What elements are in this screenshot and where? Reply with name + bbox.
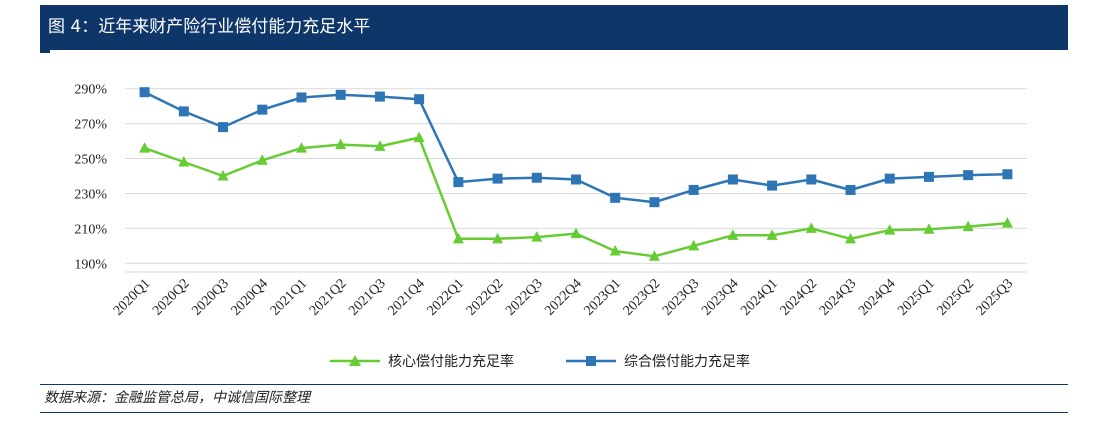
x-tick-label: 2020Q1 <box>111 276 154 319</box>
triangle-marker <box>648 250 660 261</box>
legend-item-comprehensive: 综合偿付能力充足率 <box>566 351 750 371</box>
square-marker <box>335 89 346 100</box>
x-tick-label: 2022Q1 <box>425 276 468 319</box>
x-tick-label: 2021Q3 <box>346 276 389 319</box>
square-marker <box>531 172 542 183</box>
square-marker <box>806 174 817 185</box>
square-marker <box>139 87 150 98</box>
y-tick-label: 230% <box>74 187 107 202</box>
square-marker <box>296 92 307 103</box>
y-tick-label: 270% <box>74 118 107 133</box>
series-line-1 <box>144 136 1008 258</box>
x-tick-label: 2020Q4 <box>229 276 272 319</box>
x-tick-label: 2021Q2 <box>307 276 350 319</box>
triangle-marker <box>688 239 700 251</box>
square-marker <box>963 170 974 181</box>
y-tick-label: 290% <box>74 83 107 98</box>
square-marker <box>414 94 425 105</box>
triangle-marker-icon <box>330 355 380 366</box>
square-marker <box>492 173 503 184</box>
series-line-2 <box>144 91 1008 204</box>
triangle-marker <box>452 232 464 244</box>
triangle-marker <box>727 229 739 240</box>
title-bar: 图 4：近年来财产险行业偿付能力充足水平 <box>40 5 1068 50</box>
triangle-marker <box>413 131 425 143</box>
divider-bottom <box>40 412 1068 413</box>
square-marker <box>688 184 699 195</box>
square-marker-icon <box>566 356 616 366</box>
triangle-marker <box>295 142 307 153</box>
square-marker <box>218 122 229 133</box>
y-tick-label: 210% <box>74 222 107 237</box>
square-marker <box>884 173 895 184</box>
legend-label-core: 核心偿付能力充足率 <box>388 354 514 370</box>
y-tick-label: 250% <box>74 153 107 168</box>
square-marker <box>257 104 268 115</box>
square-marker <box>845 184 856 195</box>
triangle-marker <box>531 231 543 242</box>
source-note: 数据来源：金融监管总局，中诚信国际整理 <box>44 390 310 406</box>
x-tick-label: 2022Q2 <box>464 276 507 319</box>
divider-top <box>40 384 1068 385</box>
x-tick-label: 2025Q2 <box>934 276 977 319</box>
square-marker <box>374 91 385 102</box>
square-marker <box>571 174 581 185</box>
triangle-marker <box>256 154 268 165</box>
x-tick-label: 2024Q2 <box>778 276 821 319</box>
legend-item-core: 核心偿付能力充足率 <box>330 351 514 371</box>
triangle-marker <box>923 223 935 234</box>
figure-title: 图 4：近年来财产险行业偿付能力充足水平 <box>48 17 371 37</box>
y-tick-label: 190% <box>74 257 107 272</box>
square-marker <box>178 106 189 117</box>
x-tick-label: 2023Q2 <box>621 276 664 319</box>
triangle-marker <box>884 224 896 235</box>
x-tick-label: 2022Q4 <box>542 276 585 319</box>
x-tick-label: 2024Q1 <box>738 276 781 319</box>
triangle-marker <box>492 232 504 244</box>
triangle-marker <box>217 170 229 181</box>
x-tick-label: 2025Q1 <box>895 276 938 319</box>
x-tick-label: 2020Q2 <box>150 276 193 319</box>
x-tick-label: 2024Q4 <box>856 276 899 319</box>
square-marker <box>727 174 738 185</box>
square-marker <box>610 192 621 203</box>
square-marker <box>767 180 778 191</box>
x-tick-label: 2021Q4 <box>385 276 428 319</box>
triangle-marker <box>609 245 621 256</box>
x-tick-label: 2022Q3 <box>503 276 546 319</box>
triangle-marker <box>962 220 974 232</box>
x-tick-label: 2021Q1 <box>268 276 311 319</box>
triangle-marker <box>805 222 817 233</box>
triangle-marker <box>374 140 386 151</box>
triangle-marker <box>139 142 151 153</box>
title-bar-accent <box>40 50 50 53</box>
legend-label-comprehensive: 综合偿付能力充足率 <box>624 354 750 370</box>
x-tick-label: 2020Q3 <box>189 276 232 319</box>
square-marker <box>649 197 660 208</box>
x-tick-label: 2023Q4 <box>699 276 742 319</box>
x-tick-label: 2023Q1 <box>582 276 625 319</box>
x-tick-label: 2025Q3 <box>974 276 1017 319</box>
triangle-marker <box>178 156 190 167</box>
triangle-marker <box>845 232 857 244</box>
triangle-marker <box>570 227 582 239</box>
square-marker <box>1002 169 1013 180</box>
square-marker <box>453 177 464 188</box>
square-marker <box>923 171 934 182</box>
triangle-marker <box>335 138 347 150</box>
legend: 核心偿付能力充足率 综合偿付能力充足率 <box>330 349 802 373</box>
x-tick-label: 2024Q3 <box>817 276 860 319</box>
triangle-marker <box>766 229 778 240</box>
x-tick-label: 2023Q3 <box>660 276 703 319</box>
triangle-marker <box>1001 217 1013 228</box>
